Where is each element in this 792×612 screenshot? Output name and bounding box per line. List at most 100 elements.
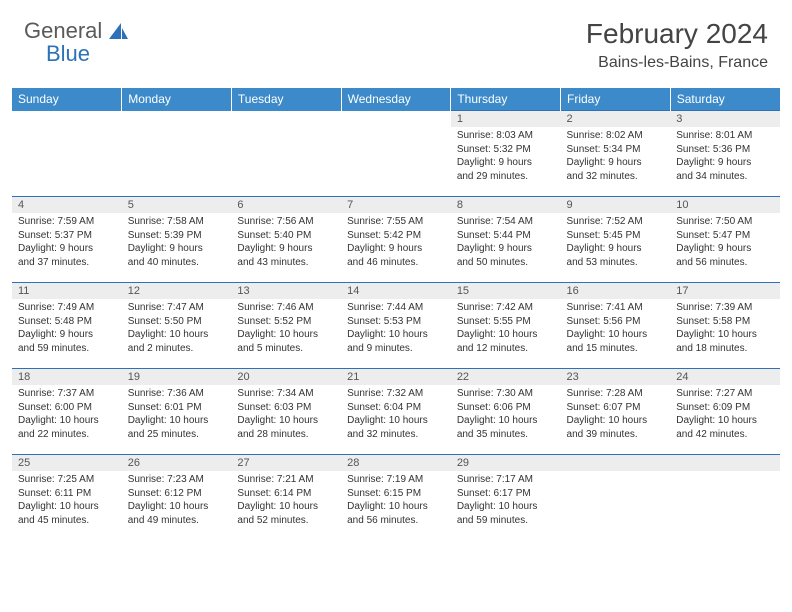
day-detail-line: Sunset: 5:37 PM bbox=[18, 229, 116, 243]
calendar-cell: 6 Sunrise: 7:56 AMSunset: 5:40 PMDaylight… bbox=[231, 197, 341, 283]
day-number: 19 bbox=[122, 369, 232, 385]
day-detail-line: Sunset: 6:03 PM bbox=[237, 401, 335, 415]
day-number: 20 bbox=[231, 369, 341, 385]
day-detail-line: and 56 minutes. bbox=[676, 256, 774, 270]
day-detail-line: and 2 minutes. bbox=[128, 342, 226, 356]
calendar-week-row: 11Sunrise: 7:49 AMSunset: 5:48 PMDayligh… bbox=[12, 283, 780, 369]
day-detail-line: Daylight: 10 hours bbox=[567, 414, 665, 428]
day-detail-line: Sunrise: 7:37 AM bbox=[18, 387, 116, 401]
day-details: Sunrise: 7:47 AMSunset: 5:50 PMDaylight:… bbox=[122, 299, 232, 359]
day-number: 6 bbox=[231, 197, 341, 213]
page-title: February 2024 bbox=[586, 18, 768, 50]
calendar-cell bbox=[561, 455, 671, 541]
calendar-cell bbox=[231, 111, 341, 197]
day-detail-line: Daylight: 9 hours bbox=[567, 156, 665, 170]
calendar-cell: 9Sunrise: 7:52 AMSunset: 5:45 PMDaylight… bbox=[561, 197, 671, 283]
day-number-empty bbox=[561, 455, 671, 471]
day-detail-line: and 45 minutes. bbox=[18, 514, 116, 528]
calendar-cell: 13Sunrise: 7:46 AMSunset: 5:52 PMDayligh… bbox=[231, 283, 341, 369]
calendar-cell bbox=[122, 111, 232, 197]
day-detail-line: Sunrise: 7:46 AM bbox=[237, 301, 335, 315]
day-detail-line: Daylight: 9 hours bbox=[676, 242, 774, 256]
day-detail-line: Sunrise: 7:56 AM bbox=[237, 215, 335, 229]
day-number-empty bbox=[12, 111, 122, 127]
day-detail-line: and 40 minutes. bbox=[128, 256, 226, 270]
day-detail-line: and 39 minutes. bbox=[567, 428, 665, 442]
day-detail-line: and 37 minutes. bbox=[18, 256, 116, 270]
weekday-header-row: Sunday Monday Tuesday Wednesday Thursday… bbox=[12, 88, 780, 111]
calendar-week-row: 18Sunrise: 7:37 AMSunset: 6:00 PMDayligh… bbox=[12, 369, 780, 455]
location-label: Bains-les-Bains, France bbox=[586, 54, 768, 72]
day-detail-line: Daylight: 10 hours bbox=[128, 414, 226, 428]
header: General Blue February 2024 Bains-les-Bai… bbox=[0, 0, 792, 80]
day-detail-line: Sunrise: 7:36 AM bbox=[128, 387, 226, 401]
day-details: Sunrise: 7:49 AMSunset: 5:48 PMDaylight:… bbox=[12, 299, 122, 359]
logo-sail-icon bbox=[109, 22, 129, 45]
title-block: February 2024 Bains-les-Bains, France bbox=[586, 18, 768, 72]
day-number: 5 bbox=[122, 197, 232, 213]
day-details: Sunrise: 7:37 AMSunset: 6:00 PMDaylight:… bbox=[12, 385, 122, 445]
day-detail-line: Daylight: 10 hours bbox=[347, 414, 445, 428]
day-detail-line: Sunset: 5:47 PM bbox=[676, 229, 774, 243]
day-detail-line: Sunrise: 7:23 AM bbox=[128, 473, 226, 487]
day-detail-line: Sunset: 6:07 PM bbox=[567, 401, 665, 415]
day-detail-line: Sunrise: 7:41 AM bbox=[567, 301, 665, 315]
day-detail-line: Daylight: 10 hours bbox=[237, 414, 335, 428]
day-details: Sunrise: 7:42 AMSunset: 5:55 PMDaylight:… bbox=[451, 299, 561, 359]
calendar-week-row: 1Sunrise: 8:03 AMSunset: 5:32 PMDaylight… bbox=[12, 111, 780, 197]
day-details: Sunrise: 7:32 AMSunset: 6:04 PMDaylight:… bbox=[341, 385, 451, 445]
calendar-cell: 11Sunrise: 7:49 AMSunset: 5:48 PMDayligh… bbox=[12, 283, 122, 369]
day-number: 16 bbox=[561, 283, 671, 299]
weekday-header: Wednesday bbox=[341, 88, 451, 111]
day-detail-line: Daylight: 10 hours bbox=[347, 500, 445, 514]
day-details: Sunrise: 7:52 AMSunset: 5:45 PMDaylight:… bbox=[561, 213, 671, 273]
day-detail-line: and 43 minutes. bbox=[237, 256, 335, 270]
day-number: 25 bbox=[12, 455, 122, 471]
day-detail-line: Sunrise: 7:32 AM bbox=[347, 387, 445, 401]
day-details: Sunrise: 8:03 AMSunset: 5:32 PMDaylight:… bbox=[451, 127, 561, 187]
day-number-empty bbox=[231, 111, 341, 127]
day-detail-line: and 5 minutes. bbox=[237, 342, 335, 356]
day-detail-line: Daylight: 9 hours bbox=[237, 242, 335, 256]
calendar-cell bbox=[670, 455, 780, 541]
calendar-week-row: 25Sunrise: 7:25 AMSunset: 6:11 PMDayligh… bbox=[12, 455, 780, 541]
day-detail-line: Sunset: 6:17 PM bbox=[457, 487, 555, 501]
calendar-cell: 17Sunrise: 7:39 AMSunset: 5:58 PMDayligh… bbox=[670, 283, 780, 369]
day-detail-line: Sunrise: 7:39 AM bbox=[676, 301, 774, 315]
day-details: Sunrise: 7:54 AMSunset: 5:44 PMDaylight:… bbox=[451, 213, 561, 273]
day-detail-line: Daylight: 10 hours bbox=[457, 500, 555, 514]
day-detail-line: Sunset: 5:53 PM bbox=[347, 315, 445, 329]
day-details: Sunrise: 7:21 AMSunset: 6:14 PMDaylight:… bbox=[231, 471, 341, 531]
weekday-header: Sunday bbox=[12, 88, 122, 111]
day-number: 4 bbox=[12, 197, 122, 213]
day-detail-line: Sunrise: 7:42 AM bbox=[457, 301, 555, 315]
day-number: 24 bbox=[670, 369, 780, 385]
day-detail-line: Sunrise: 8:03 AM bbox=[457, 129, 555, 143]
day-number: 21 bbox=[341, 369, 451, 385]
day-detail-line: Sunset: 5:40 PM bbox=[237, 229, 335, 243]
day-detail-line: Daylight: 10 hours bbox=[18, 500, 116, 514]
day-detail-line: and 32 minutes. bbox=[567, 170, 665, 184]
day-number: 10 bbox=[670, 197, 780, 213]
day-detail-line: Sunset: 5:34 PM bbox=[567, 143, 665, 157]
calendar-cell: 7Sunrise: 7:55 AMSunset: 5:42 PMDaylight… bbox=[341, 197, 451, 283]
day-detail-line: Sunset: 5:36 PM bbox=[676, 143, 774, 157]
weekday-header: Tuesday bbox=[231, 88, 341, 111]
logo: General Blue bbox=[24, 18, 129, 67]
day-detail-line: Sunrise: 7:21 AM bbox=[237, 473, 335, 487]
day-detail-line: Sunrise: 7:30 AM bbox=[457, 387, 555, 401]
day-detail-line: and 53 minutes. bbox=[567, 256, 665, 270]
calendar-cell: 19Sunrise: 7:36 AMSunset: 6:01 PMDayligh… bbox=[122, 369, 232, 455]
weekday-header: Thursday bbox=[451, 88, 561, 111]
calendar-cell: 15Sunrise: 7:42 AMSunset: 5:55 PMDayligh… bbox=[451, 283, 561, 369]
day-detail-line: Daylight: 10 hours bbox=[457, 328, 555, 342]
day-number: 22 bbox=[451, 369, 561, 385]
day-number: 26 bbox=[122, 455, 232, 471]
day-detail-line: Sunset: 6:09 PM bbox=[676, 401, 774, 415]
day-detail-line: Sunset: 6:00 PM bbox=[18, 401, 116, 415]
day-details: Sunrise: 7:30 AMSunset: 6:06 PMDaylight:… bbox=[451, 385, 561, 445]
day-detail-line: Daylight: 10 hours bbox=[457, 414, 555, 428]
day-detail-line: Sunset: 5:32 PM bbox=[457, 143, 555, 157]
day-detail-line: and 56 minutes. bbox=[347, 514, 445, 528]
day-detail-line: Sunset: 6:14 PM bbox=[237, 487, 335, 501]
